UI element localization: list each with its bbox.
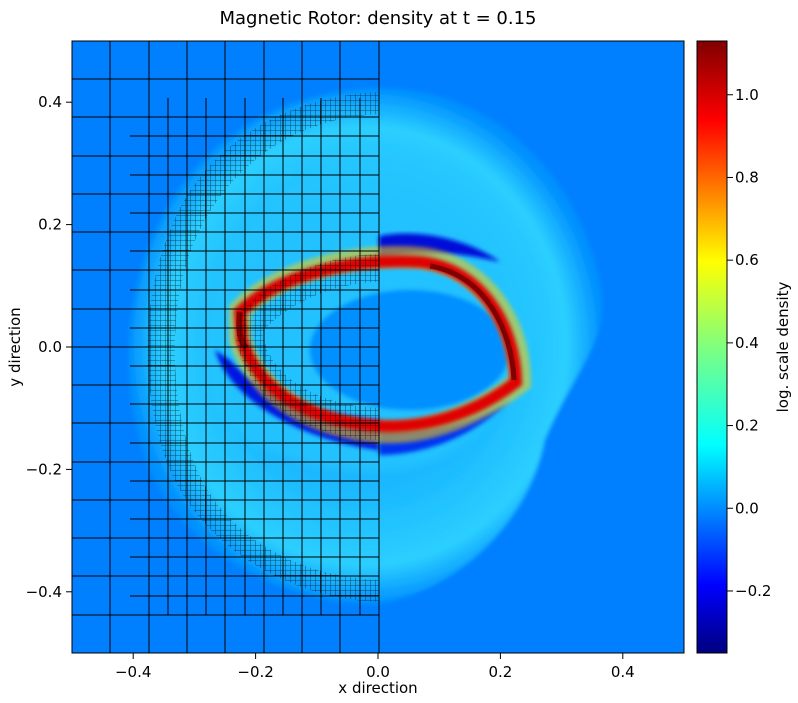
x-tick-label: −0.2 <box>237 663 273 681</box>
colorbar-tick-label: −0.2 <box>735 582 771 600</box>
x-tick-label: 0.4 <box>611 663 635 681</box>
y-tick-label: 0.4 <box>38 93 62 111</box>
y-tick-label: 0.2 <box>38 216 62 234</box>
colorbar-tick-label: 0.8 <box>735 168 759 186</box>
fine-mesh-inner-band <box>236 254 379 440</box>
x-tick-label: −0.4 <box>115 663 151 681</box>
colorbar-tick-label: 1.0 <box>735 86 759 104</box>
x-axis: −0.4 −0.2 0.0 0.2 0.4 <box>115 653 635 681</box>
x-tick-label: 0.0 <box>366 663 390 681</box>
y-tick-label: −0.2 <box>26 460 62 478</box>
y-tick-label: 0.0 <box>38 338 62 356</box>
colorbar-label: log. scale density <box>774 281 792 412</box>
y-tick-label: −0.4 <box>26 583 62 601</box>
hot-band-core <box>429 263 517 381</box>
density-heatmap <box>72 41 684 653</box>
amr-mesh-overlay <box>72 41 379 653</box>
y-axis-label: y direction <box>6 307 24 386</box>
colorbar-tick-label: 0.6 <box>735 251 759 269</box>
x-tick-label: 0.2 <box>488 663 512 681</box>
y-axis: −0.4 −0.2 0.0 0.2 0.4 <box>26 93 72 601</box>
cold-region-top <box>379 233 500 262</box>
x-axis-label: x direction <box>338 679 417 697</box>
colorbar-tick-label: 0.4 <box>735 334 759 352</box>
chart-title: Magnetic Rotor: density at t = 0.15 <box>220 8 537 29</box>
colorbar-tick-label: 0.2 <box>735 417 759 435</box>
colorbar-tick-label: 0.0 <box>735 499 759 517</box>
colorbar-ticks: −0.2 0.0 0.2 0.4 0.6 0.8 1.0 <box>727 86 771 600</box>
colorbar <box>696 40 728 654</box>
